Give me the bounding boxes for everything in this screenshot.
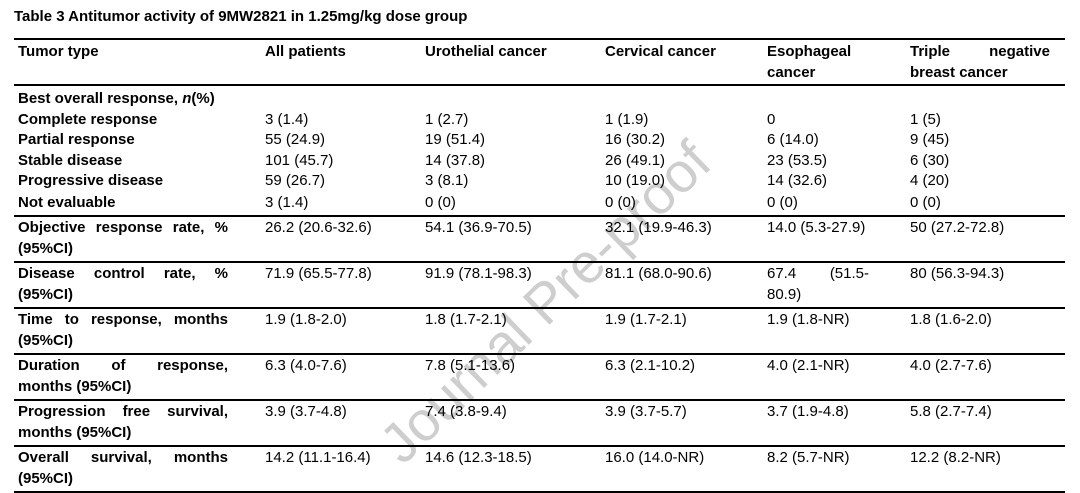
antitumor-activity-table: Tumor type All patients Urothelial cancer C… xyxy=(14,38,1065,493)
row-label: Complete response xyxy=(18,110,158,128)
cell-value: 1.8 (1.6-2.0) xyxy=(906,308,1065,355)
cell-value xyxy=(763,85,906,110)
cell-value: 3.7 (1.9-4.8) xyxy=(763,400,906,447)
cell-value: 5.8 (2.7-7.4) xyxy=(906,400,1065,447)
cell-value: 54.1 (36.9-70.5) xyxy=(421,216,601,263)
cell-value: 81.1 (68.0-90.6) xyxy=(601,262,763,309)
cell-value: 6 (30) xyxy=(910,151,950,169)
cell-value: 1 (5) xyxy=(910,110,941,128)
row-label: Best overall response, n(%) xyxy=(18,90,215,107)
row-label: Not evaluable xyxy=(14,191,261,217)
cell-value: 3.9 (3.7-4.8) xyxy=(261,400,421,447)
cell-value: 23 (53.5) xyxy=(767,151,828,169)
column-header: Esophageal cancer xyxy=(763,38,906,86)
row-label: Overall survival, months (95%CI) xyxy=(14,446,261,493)
column-header: Cervical cancer xyxy=(601,38,763,86)
cell-value: 59 (26.7) xyxy=(265,172,326,189)
cell-value: 3 (8.1) xyxy=(425,172,469,189)
cell-value: 3 (1.4) xyxy=(265,110,309,128)
table-row: Best overall response, n(%) xyxy=(14,85,1065,110)
cell-value: 3.9 (3.7-5.7) xyxy=(601,400,763,447)
cell-value: 0 (0) xyxy=(601,191,763,217)
cell-value: 91.9 (78.1-98.3) xyxy=(421,262,601,309)
row-label: Duration of response, months (95%CI) xyxy=(14,354,261,401)
cell-value: 14.2 (11.1-16.4) xyxy=(261,446,421,493)
cell-value: 32.1 (19.9-46.3) xyxy=(601,216,763,263)
cell-value xyxy=(601,85,763,110)
paper-page: Journal Pre-proof Table 3 Antitumor acti… xyxy=(14,8,1065,493)
cell-value: 8.2 (5.7-NR) xyxy=(763,446,906,493)
column-header: All patients xyxy=(261,38,421,86)
table-row: Overall survival, months (95%CI) 14.2 (11… xyxy=(14,446,1065,493)
table-row: Complete response 3 (1.4) 1 (2.7) 1 (1.9) 0 1… xyxy=(14,110,1065,131)
table-row: Time to response, months (95%CI) 1.9 (1.8… xyxy=(14,308,1065,355)
row-label: Partial response xyxy=(18,131,135,148)
cell-value: 0 (0) xyxy=(906,191,1065,217)
cell-value: 4.0 (2.7-7.6) xyxy=(906,354,1065,401)
cell-value: 16 (30.2) xyxy=(605,131,666,148)
cell-value: 50 (27.2-72.8) xyxy=(906,216,1065,263)
table-title: Table 3 Antitumor activity of 9MW2821 in… xyxy=(14,8,468,25)
cell-value: 14.0 (5.3-27.9) xyxy=(763,216,906,263)
row-label: Objective response rate, % (95%CI) xyxy=(14,216,261,263)
cell-value: 12.2 (8.2-NR) xyxy=(906,446,1065,493)
row-label: Time to response, months (95%CI) xyxy=(14,308,261,355)
cell-value: 3 (1.4) xyxy=(261,191,421,217)
cell-value: 6.3 (4.0-7.6) xyxy=(261,354,421,401)
header-row: Tumor type All patients Urothelial cancer C… xyxy=(14,38,1065,86)
cell-value xyxy=(261,85,421,110)
column-header: Urothelial cancer xyxy=(421,38,601,86)
cell-value: 101 (45.7) xyxy=(265,151,334,169)
cell-value: 1.9 (1.8-NR) xyxy=(763,308,906,355)
cell-value: 0 (0) xyxy=(421,191,601,217)
cell-value: 14 (32.6) xyxy=(767,172,828,189)
cell-value: 26 (49.1) xyxy=(605,151,666,169)
table-row: Progressive disease 59 (26.7) 3 (8.1) 10 (1… xyxy=(14,171,1065,192)
cell-value: 14 (37.8) xyxy=(425,151,486,169)
table-row: Disease control rate, % (95%CI) 71.9 (65.… xyxy=(14,262,1065,309)
cell-value: 6 (14.0) xyxy=(767,131,819,148)
cell-value: 71.9 (65.5-77.8) xyxy=(261,262,421,309)
cell-value: 1 (2.7) xyxy=(425,110,469,128)
table-row: Not evaluable 3 (1.4) 0 (0) 0 (0) 0 (0) 0 (0) xyxy=(14,191,1065,217)
column-header: Triple negative breast cancer xyxy=(906,38,1065,86)
cell-value xyxy=(906,85,1065,110)
table-row: Duration of response, months (95%CI) 6.3 … xyxy=(14,354,1065,401)
cell-value: 0 xyxy=(767,110,776,128)
cell-value: 1.8 (1.7-2.1) xyxy=(421,308,601,355)
cell-value: 14.6 (12.3-18.5) xyxy=(421,446,601,493)
table-row: Progression free survival, months (95%CI… xyxy=(14,400,1065,447)
cell-value: 1.9 (1.7-2.1) xyxy=(601,308,763,355)
row-label: Progression free survival, months (95%CI… xyxy=(14,400,261,447)
cell-value: 10 (19.0) xyxy=(605,172,666,189)
cell-value: 9 (45) xyxy=(910,131,950,148)
cell-value: 19 (51.4) xyxy=(425,131,486,148)
cell-value: 16.0 (14.0-NR) xyxy=(601,446,763,493)
cell-value: 4 (20) xyxy=(910,172,950,189)
cell-value: 26.2 (20.6-32.6) xyxy=(261,216,421,263)
cell-value: 4.0 (2.1-NR) xyxy=(763,354,906,401)
column-header: Tumor type xyxy=(14,38,261,86)
cell-value: 7.4 (3.8-9.4) xyxy=(421,400,601,447)
cell-value: 6.3 (2.1-10.2) xyxy=(601,354,763,401)
table-row: Objective response rate, % (95%CI) 26.2 (… xyxy=(14,216,1065,263)
row-label: Stable disease xyxy=(18,151,123,169)
cell-value: 0 (0) xyxy=(763,191,906,217)
cell-value: 80 (56.3-94.3) xyxy=(906,262,1065,309)
cell-value: 1 (1.9) xyxy=(605,110,649,128)
cell-value xyxy=(421,85,601,110)
table-body: Best overall response, n(%) Complete resp… xyxy=(14,85,1065,493)
row-label: Progressive disease xyxy=(18,172,164,189)
table-row: Partial response 55 (24.9) 19 (51.4) 16 (30… xyxy=(14,130,1065,151)
cell-value: 7.8 (5.1-13.6) xyxy=(421,354,601,401)
cell-value: 67.4 (51.5-80.9) xyxy=(763,262,906,309)
cell-value: 55 (24.9) xyxy=(265,131,326,148)
table-row: Stable disease 101 (45.7) 14 (37.8) 26 (49.… xyxy=(14,151,1065,172)
cell-value: 1.9 (1.8-2.0) xyxy=(261,308,421,355)
row-label: Disease control rate, % (95%CI) xyxy=(14,262,261,309)
